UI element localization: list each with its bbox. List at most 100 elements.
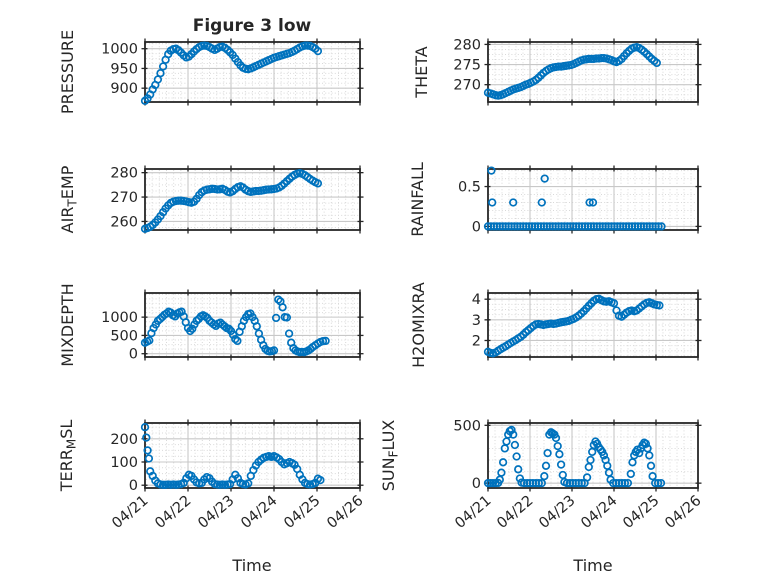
data-points-rainfall <box>483 166 666 231</box>
data-point-marker <box>586 455 595 465</box>
y-label-subscript: T <box>66 199 80 208</box>
data-point-marker <box>140 423 150 432</box>
data-point-marker <box>652 58 661 68</box>
axes-box <box>144 41 361 103</box>
y-label-subscript: M <box>65 439 79 449</box>
y-label-text: H2OMIXRA <box>409 282 428 368</box>
subplot-theta: 270 275 280 THETA <box>412 37 702 106</box>
axes-background <box>145 293 360 357</box>
y-label-text: EMP <box>58 165 77 199</box>
axes-box <box>144 292 361 358</box>
x-tick-label: 04/25 <box>620 493 662 532</box>
axes-box <box>487 292 699 358</box>
y-axis-label-pressure: PRESSURE <box>58 30 77 114</box>
subplot-h2omixra: 2 3 4 H2OMIXRA <box>409 282 702 368</box>
data-point-marker <box>514 465 523 474</box>
y-tick-label: 280 <box>453 37 481 53</box>
x-tick-label: 04/23 <box>536 493 578 532</box>
data-point-marker <box>537 478 546 488</box>
y-label-subscript: F <box>387 450 401 457</box>
data-point-marker <box>177 307 186 316</box>
data-point-marker <box>641 439 651 448</box>
data-point-marker <box>278 303 287 312</box>
y-tick-label: 500 <box>453 418 481 434</box>
subplot-rainfall: 0 0.5 RAINFALL <box>408 162 702 237</box>
y-label-text: PRESSURE <box>58 30 77 114</box>
data-point-marker <box>555 450 564 459</box>
tick-marks <box>484 38 702 106</box>
y-tick-label: 280 <box>110 166 138 182</box>
data-point-marker <box>599 451 609 460</box>
axes-background <box>488 293 698 357</box>
y-tick-label: 200 <box>110 432 138 448</box>
y-label-text: SL <box>57 420 76 439</box>
y-tick-label: 1000 <box>101 42 138 58</box>
data-point-marker <box>156 69 165 78</box>
data-point-marker <box>174 196 183 205</box>
x-tick-label: 04/21 <box>452 493 494 532</box>
data-point-marker <box>646 461 656 470</box>
x-tick-label: 04/25 <box>281 493 323 532</box>
y-label-text: TERR <box>57 449 76 492</box>
data-point-marker <box>252 322 261 331</box>
x-tick-label: 04/26 <box>324 493 366 532</box>
data-point-marker <box>233 336 242 346</box>
y-tick-label: 275 <box>453 58 481 74</box>
data-point-marker <box>515 474 525 483</box>
data-point-marker <box>509 198 518 207</box>
data-point-marker <box>626 469 635 479</box>
y-tick-label: 500 <box>110 328 138 344</box>
y-axis-label-theta: THETA <box>412 46 431 98</box>
x-tick-label: 04/24 <box>238 493 280 532</box>
data-point-marker <box>645 451 654 460</box>
tick-marks <box>141 38 364 106</box>
data-point-marker <box>186 326 195 336</box>
data-point-marker <box>145 336 154 345</box>
data-points-terr_msl <box>140 423 325 489</box>
x-tick-label: 04/22 <box>152 493 194 532</box>
data-point-marker <box>313 46 323 56</box>
data-point-marker <box>144 454 154 463</box>
data-point-marker <box>588 198 598 207</box>
y-tick-label: 100 <box>110 455 138 471</box>
y-axis-label-sun_flux: SUNFLUX <box>379 420 401 492</box>
tick-marks <box>484 289 702 361</box>
data-points-h2omixra <box>483 294 664 358</box>
y-axis-label-h2omixra: H2OMIXRA <box>409 282 428 368</box>
subplot-air_temp: 260 270 280 AIRTEMP <box>58 165 364 234</box>
y-tick-label: 0 <box>472 476 481 492</box>
data-point-marker <box>540 472 549 481</box>
data-point-marker <box>143 446 152 455</box>
major-grid <box>488 293 698 357</box>
data-point-marker <box>551 433 561 443</box>
subplot-mixdepth: 0 500 1000 MIXDEPTH <box>58 283 364 367</box>
data-point-marker <box>648 472 657 481</box>
y-tick-label: 1000 <box>101 310 138 326</box>
axes-box <box>144 168 361 231</box>
y-label-text: SUN <box>379 457 398 491</box>
data-point-marker <box>498 458 508 467</box>
axes-box <box>144 422 361 489</box>
y-label-text: AIR <box>58 207 77 234</box>
data-point-marker <box>488 478 498 488</box>
subplot-pressure: 900 950 1000 PRESSURE <box>58 30 364 114</box>
y-tick-label: 900 <box>110 81 138 97</box>
data-point-marker <box>655 301 664 310</box>
data-point-marker <box>224 324 234 333</box>
data-points-pressure <box>140 41 323 105</box>
y-tick-label: 0 <box>472 219 481 235</box>
y-tick-label: 0.5 <box>458 180 481 196</box>
data-point-marker <box>654 222 663 231</box>
data-point-marker <box>321 336 330 346</box>
data-point-marker <box>540 174 549 183</box>
data-point-marker <box>609 299 619 308</box>
data-points-sun_flux <box>483 425 666 488</box>
x-tick-label: 04/21 <box>109 493 151 532</box>
data-point-marker <box>512 452 521 461</box>
data-point-marker <box>158 62 168 71</box>
y-axis-label-mixdepth: MIXDEPTH <box>58 283 77 366</box>
subplot-terr_msl: 0 100 200 04/21 04/22 04/23 04/24 04/25 04/26 TER… <box>57 419 367 532</box>
data-point-marker <box>507 425 516 435</box>
